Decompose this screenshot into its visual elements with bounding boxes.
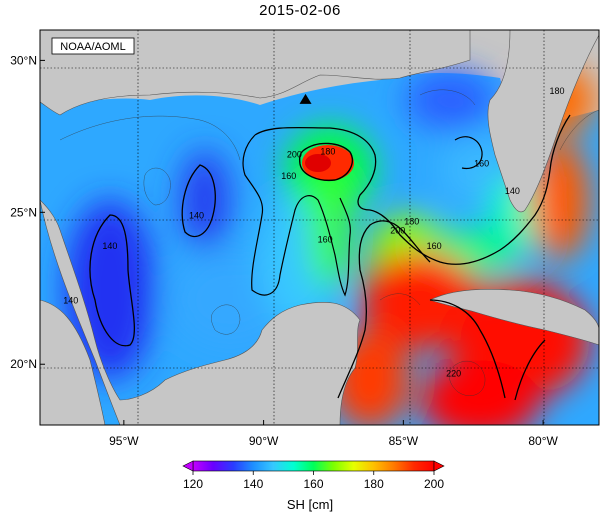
- lat-tick-label: 25°N: [10, 205, 37, 219]
- mexico-coast-west: [40, 299, 106, 425]
- credit-label: NOAA/AOML: [60, 41, 125, 53]
- contour-lines-thin: [59, 89, 599, 396]
- contour-value-label: 220: [446, 368, 461, 378]
- colorbar-tick-label: 180: [364, 477, 384, 491]
- contour-value-label: 160: [281, 171, 296, 181]
- land-masses: [40, 30, 599, 425]
- station-marker: [299, 93, 312, 104]
- longitude-axis: 95°W 90°W 85°W 80°W: [109, 420, 559, 448]
- colorbar-min-arrow: [182, 460, 194, 472]
- contour-value-label: 180: [550, 86, 565, 96]
- colorbar-body: [192, 460, 435, 472]
- mexico-yucatan: [40, 199, 361, 425]
- colorbar-tick-label: 120: [183, 477, 203, 491]
- colorbar-tick-label: 140: [243, 477, 263, 491]
- lon-tick-label: 80°W: [528, 434, 558, 448]
- colorbar-max-arrow: [433, 460, 445, 472]
- us-gulf-coast: [40, 30, 471, 116]
- florida-peninsula: [470, 30, 599, 213]
- colorbar-unit-label: SH [cm]: [286, 497, 334, 512]
- plot-area: [40, 30, 599, 425]
- latitude-axis: 30°N 25°N 20°N: [10, 53, 45, 371]
- map-title: 2015-02-06: [259, 2, 341, 19]
- colorbar-tick-label: 160: [303, 477, 323, 491]
- colorbar-ticks: 120 140 160 180 200: [183, 471, 444, 491]
- contour-value-label: 140: [189, 210, 204, 220]
- contour-value-label: 200: [287, 150, 302, 160]
- lat-tick-label: 30°N: [10, 53, 37, 67]
- contour-value-label: 180: [320, 147, 335, 157]
- contour-labels: 200 1801601601401401401601401801802001602…: [63, 86, 564, 379]
- contour-value-label: 160: [318, 235, 333, 245]
- gridlines: [40, 30, 599, 425]
- contour-lines: [89, 114, 571, 401]
- contour-value-label: 160: [427, 241, 442, 251]
- contour-value-label: 140: [102, 241, 117, 251]
- colorbar-tick-label: 200: [424, 477, 444, 491]
- credit-box: NOAA/AOML: [51, 37, 135, 55]
- contour-value-label: 160: [474, 159, 489, 169]
- lon-tick-label: 95°W: [109, 434, 139, 448]
- lon-tick-label: 90°W: [249, 434, 279, 448]
- lat-tick-label: 20°N: [10, 357, 37, 371]
- contour-value-label: 140: [505, 186, 520, 196]
- colorbar: 120 140 160 180 200: [182, 460, 445, 491]
- map-frame: [39, 29, 600, 426]
- lon-tick-label: 85°W: [389, 434, 419, 448]
- contour-value-label: 140: [63, 295, 78, 305]
- contour-value-label: 180: [404, 216, 419, 226]
- contour-value-label: 200: [390, 226, 405, 236]
